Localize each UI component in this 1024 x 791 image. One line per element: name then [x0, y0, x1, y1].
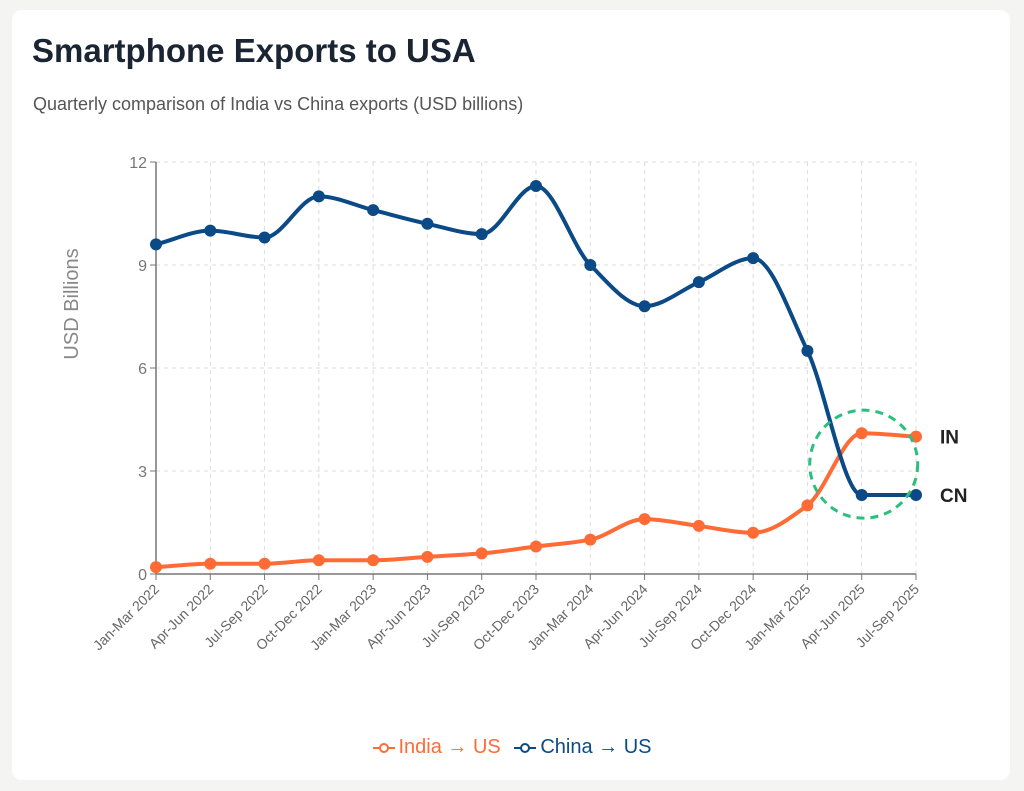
- end-label: IN: [940, 428, 959, 449]
- data-point: [801, 499, 814, 512]
- data-point: [312, 554, 325, 567]
- legend-item-india[interactable]: India → US: [372, 736, 501, 759]
- end-label: CN: [940, 486, 967, 507]
- data-point: [367, 204, 380, 217]
- data-point: [475, 547, 488, 560]
- y-tick-label: 9: [138, 258, 147, 275]
- y-tick-label: 12: [129, 155, 147, 172]
- data-point: [692, 276, 705, 289]
- data-point: [747, 252, 760, 265]
- data-point: [747, 526, 760, 539]
- data-point: [530, 180, 542, 193]
- data-point: [204, 557, 217, 570]
- chart-card: [12, 10, 1010, 780]
- data-point: [855, 489, 868, 502]
- data-point: [150, 561, 162, 574]
- data-point: [855, 427, 868, 440]
- data-point: [258, 231, 271, 244]
- data-point: [801, 344, 814, 357]
- y-tick-label: 6: [138, 361, 147, 378]
- data-point: [421, 217, 434, 230]
- legend: India → US China → US: [0, 736, 1024, 761]
- highlight-circle: [808, 408, 920, 520]
- y-tick-label: 3: [138, 464, 147, 481]
- data-point: [258, 557, 271, 570]
- legend-line-icon: [372, 741, 395, 755]
- data-point: [421, 550, 434, 563]
- data-point: [204, 224, 217, 237]
- data-point: [692, 519, 705, 532]
- data-point: [530, 540, 542, 553]
- legend-label: India → US: [398, 736, 501, 758]
- y-tick-label: 0: [138, 567, 147, 584]
- data-point: [638, 300, 651, 313]
- chart-subtitle: Quarterly comparison of India vs China e…: [33, 94, 524, 114]
- data-point: [150, 238, 162, 251]
- data-point: [584, 259, 597, 271]
- data-point: [312, 190, 325, 203]
- data-point: [475, 228, 488, 241]
- chart-title: Smartphone Exports to USA: [32, 32, 476, 69]
- legend-item-china[interactable]: China → US: [514, 736, 651, 759]
- legend-line-icon: [514, 741, 537, 755]
- data-point: [584, 533, 597, 546]
- data-point: [367, 554, 380, 567]
- data-point: [910, 489, 922, 502]
- data-point: [638, 513, 651, 526]
- legend-label: China → US: [540, 736, 652, 758]
- y-axis-label: USD Billions: [61, 248, 83, 359]
